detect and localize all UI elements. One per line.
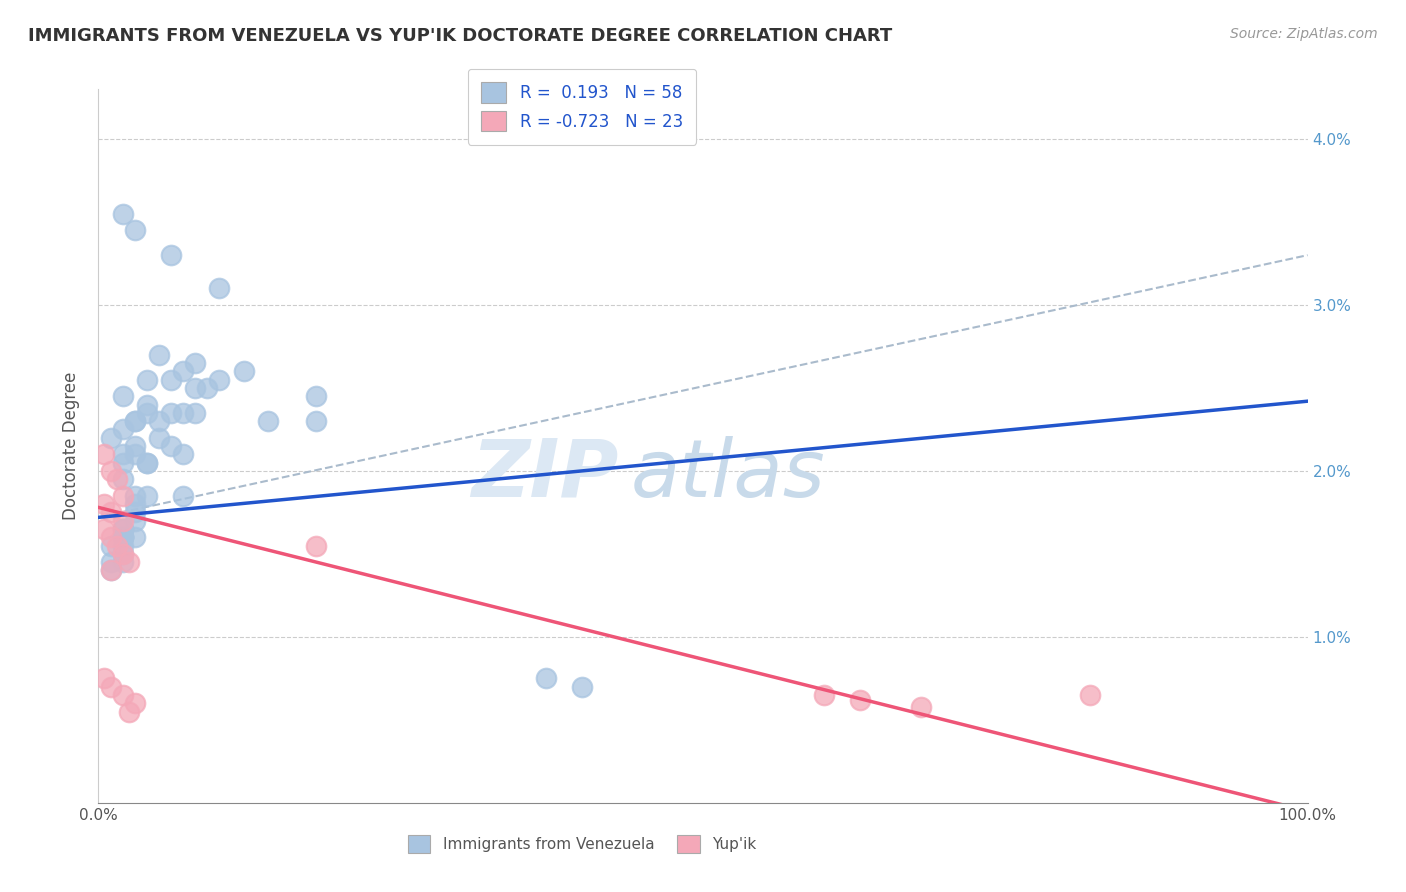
Point xyxy=(111,547,134,561)
Point xyxy=(124,530,146,544)
Point xyxy=(100,564,122,578)
Point xyxy=(184,406,207,420)
Text: ZIP: ZIP xyxy=(471,435,619,514)
Legend: Immigrants from Venezuela, Yup'ik: Immigrants from Venezuela, Yup'ik xyxy=(402,829,762,859)
Point xyxy=(208,373,231,387)
Point xyxy=(534,671,557,685)
Text: IMMIGRANTS FROM VENEZUELA VS YUP'IK DOCTORATE DEGREE CORRELATION CHART: IMMIGRANTS FROM VENEZUELA VS YUP'IK DOCT… xyxy=(28,27,893,45)
Point xyxy=(124,497,146,511)
Point xyxy=(135,489,157,503)
Point xyxy=(124,447,146,461)
Point xyxy=(100,505,122,519)
Point xyxy=(111,530,134,544)
Point xyxy=(100,564,122,578)
Point xyxy=(124,439,146,453)
Point xyxy=(1078,688,1101,702)
Point xyxy=(118,705,141,719)
Point xyxy=(184,381,207,395)
Point xyxy=(111,447,134,461)
Point xyxy=(100,555,122,569)
Point xyxy=(208,281,231,295)
Point xyxy=(111,688,134,702)
Point xyxy=(100,680,122,694)
Point xyxy=(124,505,146,519)
Point xyxy=(111,539,134,553)
Point xyxy=(135,456,157,470)
Point xyxy=(135,397,157,411)
Point xyxy=(111,530,134,544)
Point xyxy=(124,514,146,528)
Point xyxy=(111,530,134,544)
Point xyxy=(111,522,134,536)
Point xyxy=(813,688,835,702)
Point xyxy=(172,489,194,503)
Point xyxy=(124,489,146,503)
Point xyxy=(135,456,157,470)
Point xyxy=(160,406,183,420)
Point xyxy=(111,456,134,470)
Text: Source: ZipAtlas.com: Source: ZipAtlas.com xyxy=(1230,27,1378,41)
Point xyxy=(849,693,872,707)
Point xyxy=(124,414,146,428)
Point xyxy=(111,555,134,569)
Point xyxy=(100,539,122,553)
Point xyxy=(111,422,134,436)
Point xyxy=(111,472,134,486)
Point xyxy=(93,522,115,536)
Point xyxy=(172,447,194,461)
Point xyxy=(148,348,170,362)
Point xyxy=(148,414,170,428)
Point xyxy=(184,356,207,370)
Point xyxy=(124,696,146,710)
Point xyxy=(910,699,932,714)
Point xyxy=(100,530,122,544)
Point xyxy=(93,497,115,511)
Point xyxy=(100,431,122,445)
Point xyxy=(111,389,134,403)
Point xyxy=(571,680,593,694)
Point xyxy=(135,373,157,387)
Point xyxy=(124,414,146,428)
Point xyxy=(100,464,122,478)
Point xyxy=(93,447,115,461)
Text: atlas: atlas xyxy=(630,435,825,514)
Point xyxy=(195,381,218,395)
Point xyxy=(160,439,183,453)
Point xyxy=(305,389,328,403)
Point xyxy=(111,489,134,503)
Point xyxy=(111,547,134,561)
Y-axis label: Doctorate Degree: Doctorate Degree xyxy=(62,372,80,520)
Point xyxy=(232,364,254,378)
Point xyxy=(111,207,134,221)
Point xyxy=(305,414,328,428)
Point xyxy=(111,522,134,536)
Point xyxy=(160,248,183,262)
Point xyxy=(172,364,194,378)
Point xyxy=(124,223,146,237)
Point xyxy=(105,472,128,486)
Point xyxy=(160,373,183,387)
Point xyxy=(118,555,141,569)
Point xyxy=(305,539,328,553)
Point xyxy=(148,431,170,445)
Point xyxy=(135,406,157,420)
Point xyxy=(256,414,278,428)
Point xyxy=(172,406,194,420)
Point xyxy=(93,671,115,685)
Point xyxy=(111,514,134,528)
Point xyxy=(105,539,128,553)
Point xyxy=(111,530,134,544)
